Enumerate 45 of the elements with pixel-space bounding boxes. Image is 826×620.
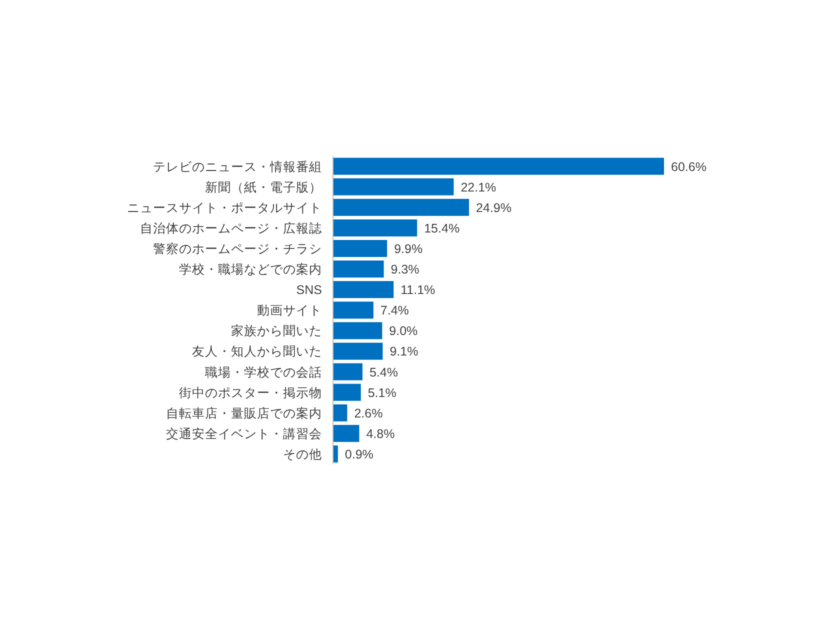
- bar: [333, 384, 361, 401]
- bar: [333, 302, 374, 319]
- bar: [333, 322, 382, 340]
- y-tick-label: 動画サイト: [257, 304, 322, 318]
- data-label: 11.1%: [400, 283, 436, 298]
- bar: [333, 424, 360, 442]
- bar: [333, 240, 388, 257]
- data-label: 2.6%: [354, 406, 383, 420]
- data-label: 15.4%: [424, 221, 460, 236]
- y-tick-label: 街中のポスター・掲示物: [179, 386, 322, 400]
- data-label: 9.1%: [390, 344, 418, 359]
- data-label: 5.4%: [369, 365, 398, 380]
- bar: [333, 198, 470, 216]
- data-label: 22.1%: [460, 180, 496, 194]
- data-label: 9.0%: [389, 324, 418, 338]
- y-tick-label: 警察のホームページ・チラシ: [153, 240, 322, 256]
- data-label: 24.9%: [476, 200, 512, 215]
- bar: [333, 404, 348, 422]
- data-label: 5.1%: [368, 386, 396, 400]
- y-tick-label: 交通安全イベント・講習会: [166, 426, 322, 441]
- data-label: 0.9%: [344, 447, 374, 462]
- bar: [333, 158, 664, 175]
- y-tick-label: 家族から聞いた: [231, 323, 322, 338]
- bar: [333, 178, 454, 196]
- data-label: 60.6%: [671, 160, 706, 174]
- y-tick-label: 職場・学校での会話: [205, 365, 322, 380]
- y-tick-label: 学校・職場などでの案内: [179, 262, 322, 277]
- data-label: 7.4%: [380, 304, 409, 318]
- bar: [333, 281, 394, 298]
- y-tick-label: テレビのニュース・情報番組: [153, 160, 322, 174]
- y-tick-label: ニュースサイト・ポータルサイト: [127, 200, 322, 215]
- y-tick-label: 自治体のホームページ・広報誌: [140, 220, 322, 236]
- data-label: 4.8%: [366, 426, 395, 441]
- y-tick-label: 自転車店・量販店での案内: [166, 405, 322, 420]
- data-label: 9.3%: [390, 262, 420, 277]
- bar: [333, 219, 418, 236]
- bar: [333, 445, 338, 462]
- y-tick-label: その他: [283, 447, 322, 462]
- bar: [333, 260, 384, 278]
- y-tick-label: 新聞（紙・電子版）: [205, 180, 322, 194]
- bar: [333, 363, 362, 380]
- y-tick-label: 友人・知人から聞いた: [192, 344, 322, 359]
- bar: [333, 342, 383, 360]
- data-label: 9.9%: [394, 242, 423, 256]
- y-tick-label: SNS: [296, 283, 322, 298]
